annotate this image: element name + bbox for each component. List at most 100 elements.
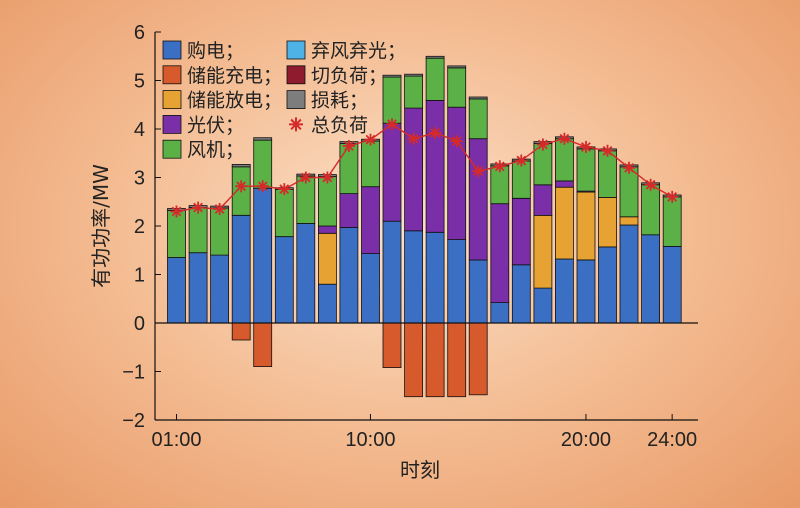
- legend: 购电； 储能充电； 储能放电；光伏； 风机； 弃风弃光； 切负荷； 损耗；总负荷: [162, 40, 406, 161]
- total-load-series: [170, 118, 679, 218]
- legend-label: 储能充电；: [187, 65, 282, 87]
- total-load-line: [176, 123, 673, 213]
- total-load-marker-h7: [299, 171, 312, 184]
- bar-charge-h15: [468, 322, 488, 396]
- bar-wind-h14: [447, 67, 467, 108]
- bar-pv-h9: [339, 193, 359, 228]
- bar-charge-h12: [404, 322, 424, 398]
- bar-buy-h24: [662, 245, 682, 324]
- bar-loss-h5: [253, 137, 273, 141]
- total-load-marker-h10: [364, 133, 377, 146]
- y-tick-label: −2: [122, 410, 145, 432]
- total-load-marker-h17: [515, 154, 528, 167]
- bar-charge-h5: [253, 322, 273, 367]
- y-tick-label: 6: [134, 22, 145, 44]
- bar-wind-h23: [641, 184, 660, 236]
- bar-wind-h2: [188, 207, 208, 254]
- total-load-marker-h5: [256, 180, 269, 193]
- legend-swatch: [286, 40, 306, 60]
- bar-buy-h22: [619, 224, 639, 324]
- x-axis-title: 时刻: [400, 458, 440, 482]
- bar-discharge-h8: [317, 232, 337, 285]
- total-load-marker-h21: [601, 144, 614, 157]
- bar-buy-h21: [598, 246, 617, 324]
- bar-buy-h10: [361, 253, 380, 324]
- bar-loss-h13: [425, 55, 445, 59]
- bar-buy-h6: [274, 236, 294, 324]
- total-load-marker-h23: [644, 178, 657, 191]
- bar-discharge-h18: [533, 214, 553, 289]
- bar-wind-h10: [361, 140, 380, 188]
- bar-wind-h6: [274, 189, 294, 238]
- legend-swatch: [286, 90, 306, 109]
- x-tick-label: 20:00: [561, 429, 611, 451]
- bar-buy-h7: [296, 223, 316, 324]
- bar-pv-h17: [511, 197, 531, 266]
- bar-buy-h14: [447, 239, 467, 324]
- bar-loss-h12: [404, 73, 424, 77]
- bar-wind-h8: [317, 176, 337, 227]
- bar-charge-h11: [382, 322, 402, 368]
- total-load-marker-h2: [192, 201, 205, 214]
- bar-wind-h3: [210, 207, 230, 256]
- bar-wind-h1: [167, 210, 186, 258]
- bar-pv-h10: [361, 186, 380, 254]
- bar-buy-h18: [533, 287, 553, 324]
- total-load-marker-h13: [429, 126, 442, 139]
- bar-wind-h22: [619, 166, 639, 218]
- bar-pv-h13: [425, 100, 445, 233]
- bar-pv-h15: [468, 138, 488, 261]
- bar-charge-h14: [447, 322, 467, 398]
- bar-pv-h14: [447, 106, 467, 240]
- bar-buy-h8: [317, 283, 337, 324]
- y-axis-title: 有功功率/MW: [89, 164, 113, 288]
- y-tick-label: 2: [134, 216, 145, 238]
- bar-pv-h12: [404, 107, 424, 232]
- bar-discharge-h20: [576, 191, 596, 261]
- total-load-marker-h19: [558, 132, 571, 145]
- total-load-marker-h3: [213, 203, 226, 215]
- axes-layer: −2 −1 0 1 2 3 4 5 6 01:00 10:00 20:00 24:00: [122, 22, 698, 451]
- legend-label: 光伏；: [187, 114, 244, 136]
- legend-swatch: [286, 65, 306, 85]
- bar-buy-h13: [425, 231, 445, 324]
- bar-wind-h17: [511, 160, 531, 199]
- y-tick-label: 5: [134, 71, 145, 93]
- legend-swatch: [162, 139, 182, 159]
- x-tick-label: 24:00: [647, 429, 697, 451]
- total-load-marker-h14: [450, 135, 463, 148]
- y-tick-label: 1: [134, 265, 145, 287]
- bar-wind-h24: [662, 196, 682, 247]
- legend-swatch: [162, 65, 182, 85]
- bar-wind-h19: [555, 138, 574, 182]
- bar-discharge-h19: [555, 186, 574, 260]
- bar-buy-h16: [490, 302, 510, 324]
- total-load-marker-h6: [278, 183, 291, 196]
- bar-pv-h18: [533, 184, 553, 216]
- bar-buy-h20: [576, 259, 596, 324]
- bar-buy-h2: [188, 252, 208, 324]
- bar-loss-h15: [468, 96, 488, 100]
- total-load-marker-h11: [386, 118, 398, 131]
- y-tick-label: 4: [134, 119, 145, 141]
- bar-buy-h11: [382, 220, 402, 324]
- total-load-marker-h18: [536, 138, 549, 151]
- bar-loss-h4: [231, 163, 251, 168]
- legend-label: 弃风弃光；: [311, 40, 406, 62]
- bar-buy-h17: [511, 264, 531, 324]
- y-tick-label: 0: [134, 313, 145, 335]
- total-load-marker-h20: [580, 140, 592, 153]
- bar-buy-h15: [468, 259, 488, 324]
- x-tick-label: 10:00: [345, 429, 395, 451]
- bar-wind-h21: [598, 150, 617, 198]
- legend-label: 储能放电；: [187, 90, 282, 112]
- total-load-marker-h4: [235, 180, 248, 193]
- legend-label: 总负荷: [311, 114, 368, 136]
- bar-buy-h3: [210, 254, 230, 324]
- bar-buy-h5: [253, 187, 273, 324]
- bar-wind-h15: [468, 98, 488, 140]
- total-load-marker-h12: [407, 132, 420, 145]
- total-load-marker-h16: [493, 160, 506, 173]
- total-load-marker-h9: [342, 140, 355, 152]
- bar-pv-h19: [555, 180, 574, 188]
